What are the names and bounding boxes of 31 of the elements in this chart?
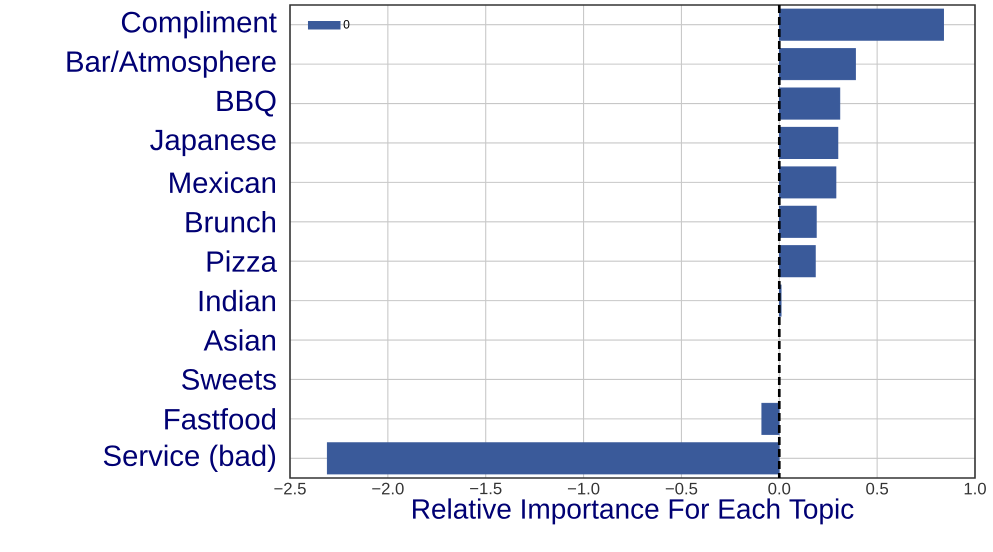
y-tick-label: Indian [200, 290, 276, 312]
x-tick-label: −1.0 [568, 482, 600, 495]
x-tick-label: −0.5 [666, 482, 698, 495]
x-tick-label: −2.0 [372, 482, 404, 495]
x-axis-title: Relative Importance For Each Topic [413, 498, 854, 524]
bar [779, 206, 817, 238]
y-tick-label: Brunch [186, 211, 276, 233]
bar [779, 48, 856, 80]
y-tick-label: Asian [204, 329, 276, 351]
bar [761, 402, 780, 435]
x-tick-label: 1.0 [964, 482, 986, 495]
y-tick-label: Compliment [122, 11, 277, 38]
bar [779, 8, 944, 41]
bar [326, 442, 780, 474]
x-tick-label: 0.5 [866, 482, 888, 495]
y-tick-label: BBQ [217, 90, 276, 117]
bar [779, 88, 840, 120]
bar [779, 166, 836, 198]
x-tick-label: −2.5 [274, 482, 306, 495]
legend-label: 0 [344, 20, 350, 29]
y-tick-label: Sweets [182, 369, 276, 390]
x-tick-label: −1.5 [470, 482, 502, 494]
x-tick-label: 0.0 [768, 482, 790, 495]
y-tick-label: Fastfood [165, 408, 276, 430]
y-tick-label: Service (bad) [104, 444, 276, 472]
y-tick-label: Bar/Atmosphere [67, 50, 276, 78]
bar [779, 126, 838, 159]
bar [779, 245, 816, 278]
y-tick-label: Mexican [170, 172, 276, 194]
y-tick-label: Japanese [150, 130, 276, 156]
y-tick-label: Pizza [208, 250, 277, 272]
